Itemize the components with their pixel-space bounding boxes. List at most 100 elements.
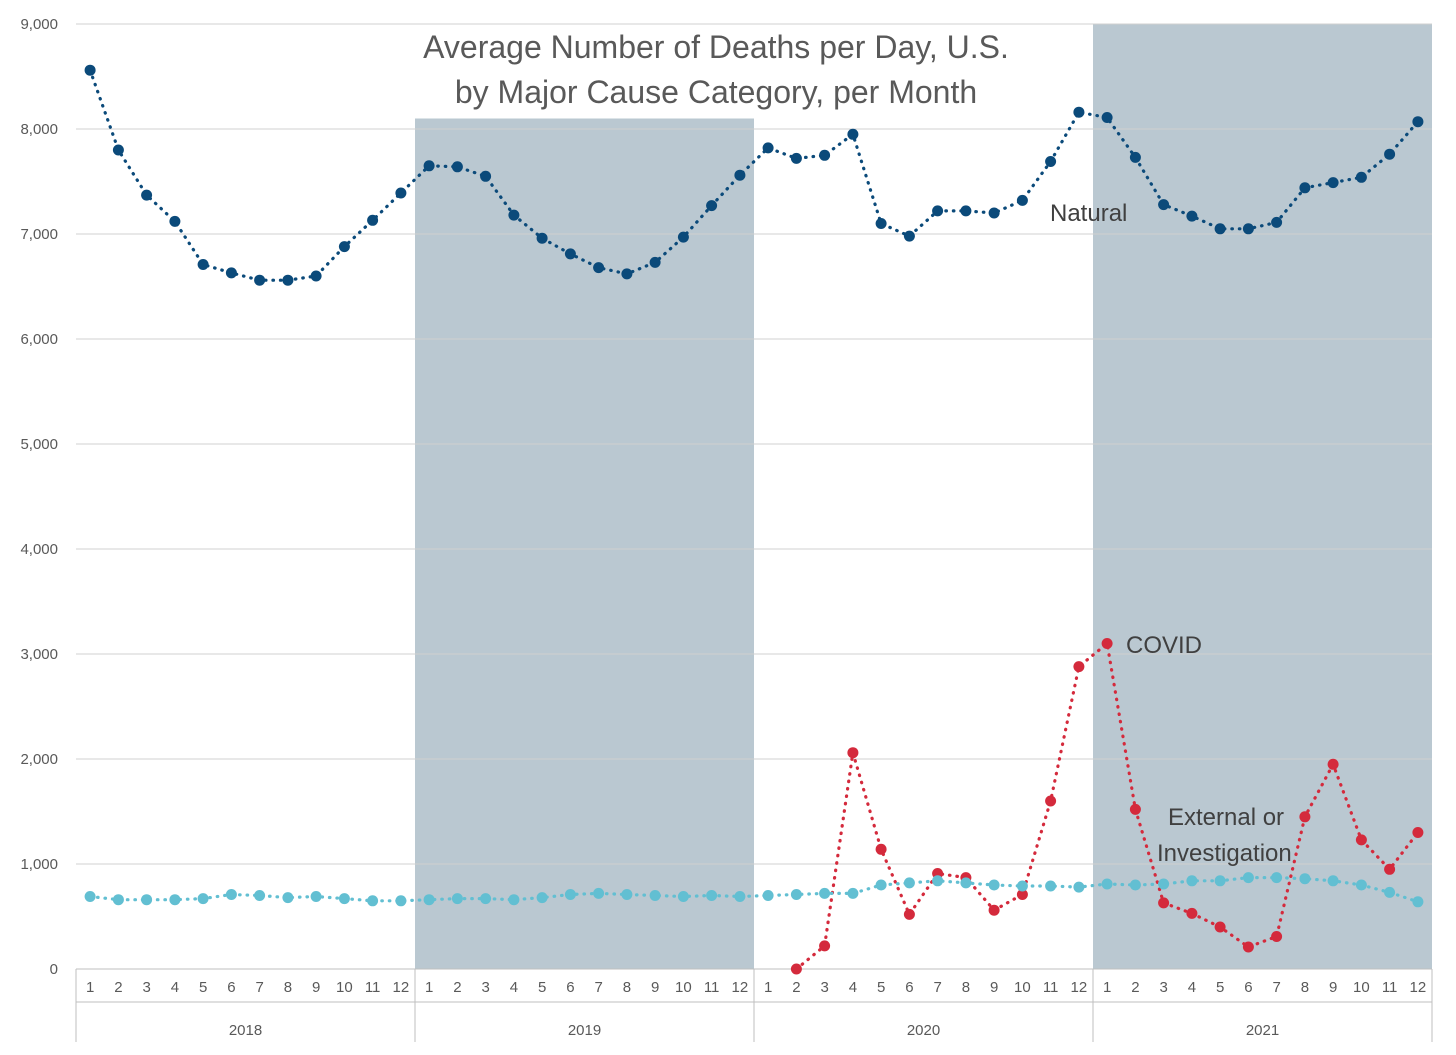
x-tick-label-month: 10 (675, 979, 692, 996)
data-point-natural (1412, 116, 1424, 128)
data-point-covid (1214, 921, 1226, 933)
data-point-external-or-investigation (310, 891, 322, 902)
y-tick-label: 6,000 (20, 331, 58, 348)
y-axis-tick-labels: 0 1,000 2,000 3,000 4,000 5,000 6,000 7,000 8,00… (20, 16, 58, 978)
data-point-natural (1073, 106, 1085, 118)
data-point-external-or-investigation (593, 887, 605, 899)
x-tick-label-month: 7 (1272, 979, 1280, 996)
data-point-external-or-investigation (112, 894, 124, 906)
x-tick-label-month: 5 (538, 979, 546, 996)
data-point-natural (762, 142, 774, 154)
x-tick-label-month: 3 (481, 979, 489, 996)
data-point-natural (706, 200, 718, 212)
y-tick-label: 7,000 (20, 226, 58, 243)
axes (75, 968, 1433, 1042)
y-tick-label: 0 (50, 961, 58, 978)
data-point-natural (903, 230, 915, 242)
data-point-natural (1355, 171, 1367, 183)
series-annotations: Natural COVID External or Investigation (1050, 200, 1292, 867)
x-tick-label-month: 5 (877, 979, 885, 996)
series-line-covid (794, 641, 1420, 971)
data-point-natural (1129, 151, 1141, 163)
data-point-external-or-investigation (1299, 873, 1311, 885)
data-point-external-or-investigation (1186, 875, 1198, 887)
data-point-external-or-investigation (141, 894, 153, 906)
x-tick-label-month: 5 (199, 979, 207, 996)
data-point-external-or-investigation (790, 889, 802, 900)
data-point-natural (1158, 199, 1170, 211)
data-point-external-or-investigation (480, 893, 492, 905)
data-point-covid (1129, 803, 1141, 815)
series-natural (84, 64, 1424, 286)
data-point-external-or-investigation (282, 892, 294, 904)
x-tick-label-month: 6 (227, 979, 235, 996)
x-tick-label-month: 9 (651, 979, 659, 996)
data-point-external-or-investigation (169, 894, 181, 906)
data-point-natural (338, 241, 350, 253)
x-tick-label-month: 4 (1188, 979, 1196, 996)
data-point-natural (1327, 177, 1339, 189)
x-tick-label-month: 2 (453, 979, 461, 996)
data-point-external-or-investigation (1384, 886, 1396, 898)
data-point-external-or-investigation (564, 889, 576, 900)
x-tick-label-month: 5 (1216, 979, 1224, 996)
data-point-natural (649, 256, 661, 268)
data-point-external-or-investigation (395, 895, 407, 907)
x-tick-label-month: 8 (284, 979, 292, 996)
data-point-external-or-investigation (677, 891, 689, 902)
data-point-external-or-investigation (1327, 875, 1339, 887)
x-tick-label-month: 3 (142, 979, 150, 996)
data-point-natural (141, 189, 153, 201)
x-tick-label-year: 2018 (229, 1022, 262, 1039)
x-tick-label-month: 8 (623, 979, 631, 996)
data-point-natural (734, 169, 746, 181)
y-tick-label: 2,000 (20, 751, 58, 768)
data-point-natural (225, 267, 237, 279)
x-tick-label-month: 11 (704, 979, 720, 996)
x-tick-label-month: 2 (1131, 979, 1139, 996)
data-point-natural (1045, 156, 1057, 167)
x-tick-label-month: 6 (1244, 979, 1252, 996)
annotation-external: External or (1168, 804, 1284, 831)
x-tick-label-month: 1 (86, 979, 94, 996)
chart-title: Average Number of Deaths per Day, U.S. by… (423, 29, 1009, 110)
data-point-natural (310, 270, 322, 282)
x-tick-label-month: 2 (792, 979, 800, 996)
data-point-covid (790, 963, 802, 975)
data-point-covid (1299, 811, 1311, 823)
data-point-covid (1384, 863, 1396, 875)
chart-title-line: Average Number of Deaths per Day, U.S. (423, 29, 1009, 65)
y-tick-label: 1,000 (20, 856, 58, 873)
data-point-covid (988, 904, 1000, 916)
data-point-external-or-investigation (988, 879, 1000, 891)
annotation-covid: COVID (1126, 632, 1202, 659)
x-tick-label-month: 1 (425, 979, 433, 996)
data-point-external-or-investigation (508, 894, 520, 906)
data-point-external-or-investigation (1016, 880, 1028, 892)
x-tick-label-month: 8 (962, 979, 970, 996)
series-layer (84, 64, 1424, 975)
data-point-natural (508, 209, 520, 221)
x-tick-label-month: 6 (566, 979, 574, 996)
data-point-external-or-investigation (1355, 879, 1367, 891)
data-point-covid (819, 940, 831, 952)
data-point-external-or-investigation (1214, 875, 1226, 887)
x-tick-label-month: 1 (1103, 979, 1111, 996)
data-point-covid (1355, 834, 1367, 846)
data-point-natural (197, 259, 209, 270)
x-tick-label-month: 8 (1301, 979, 1309, 996)
x-tick-label-month: 9 (990, 979, 998, 996)
data-point-covid (1186, 907, 1198, 919)
data-point-natural (1101, 112, 1113, 123)
data-point-natural (1186, 210, 1198, 222)
x-tick-label-month: 11 (1382, 979, 1398, 996)
data-point-covid (1158, 897, 1170, 909)
data-point-natural (677, 231, 689, 243)
data-point-natural (169, 215, 181, 227)
data-point-external-or-investigation (1412, 896, 1424, 908)
data-point-natural (536, 232, 548, 244)
x-tick-label-month: 9 (1329, 979, 1337, 996)
